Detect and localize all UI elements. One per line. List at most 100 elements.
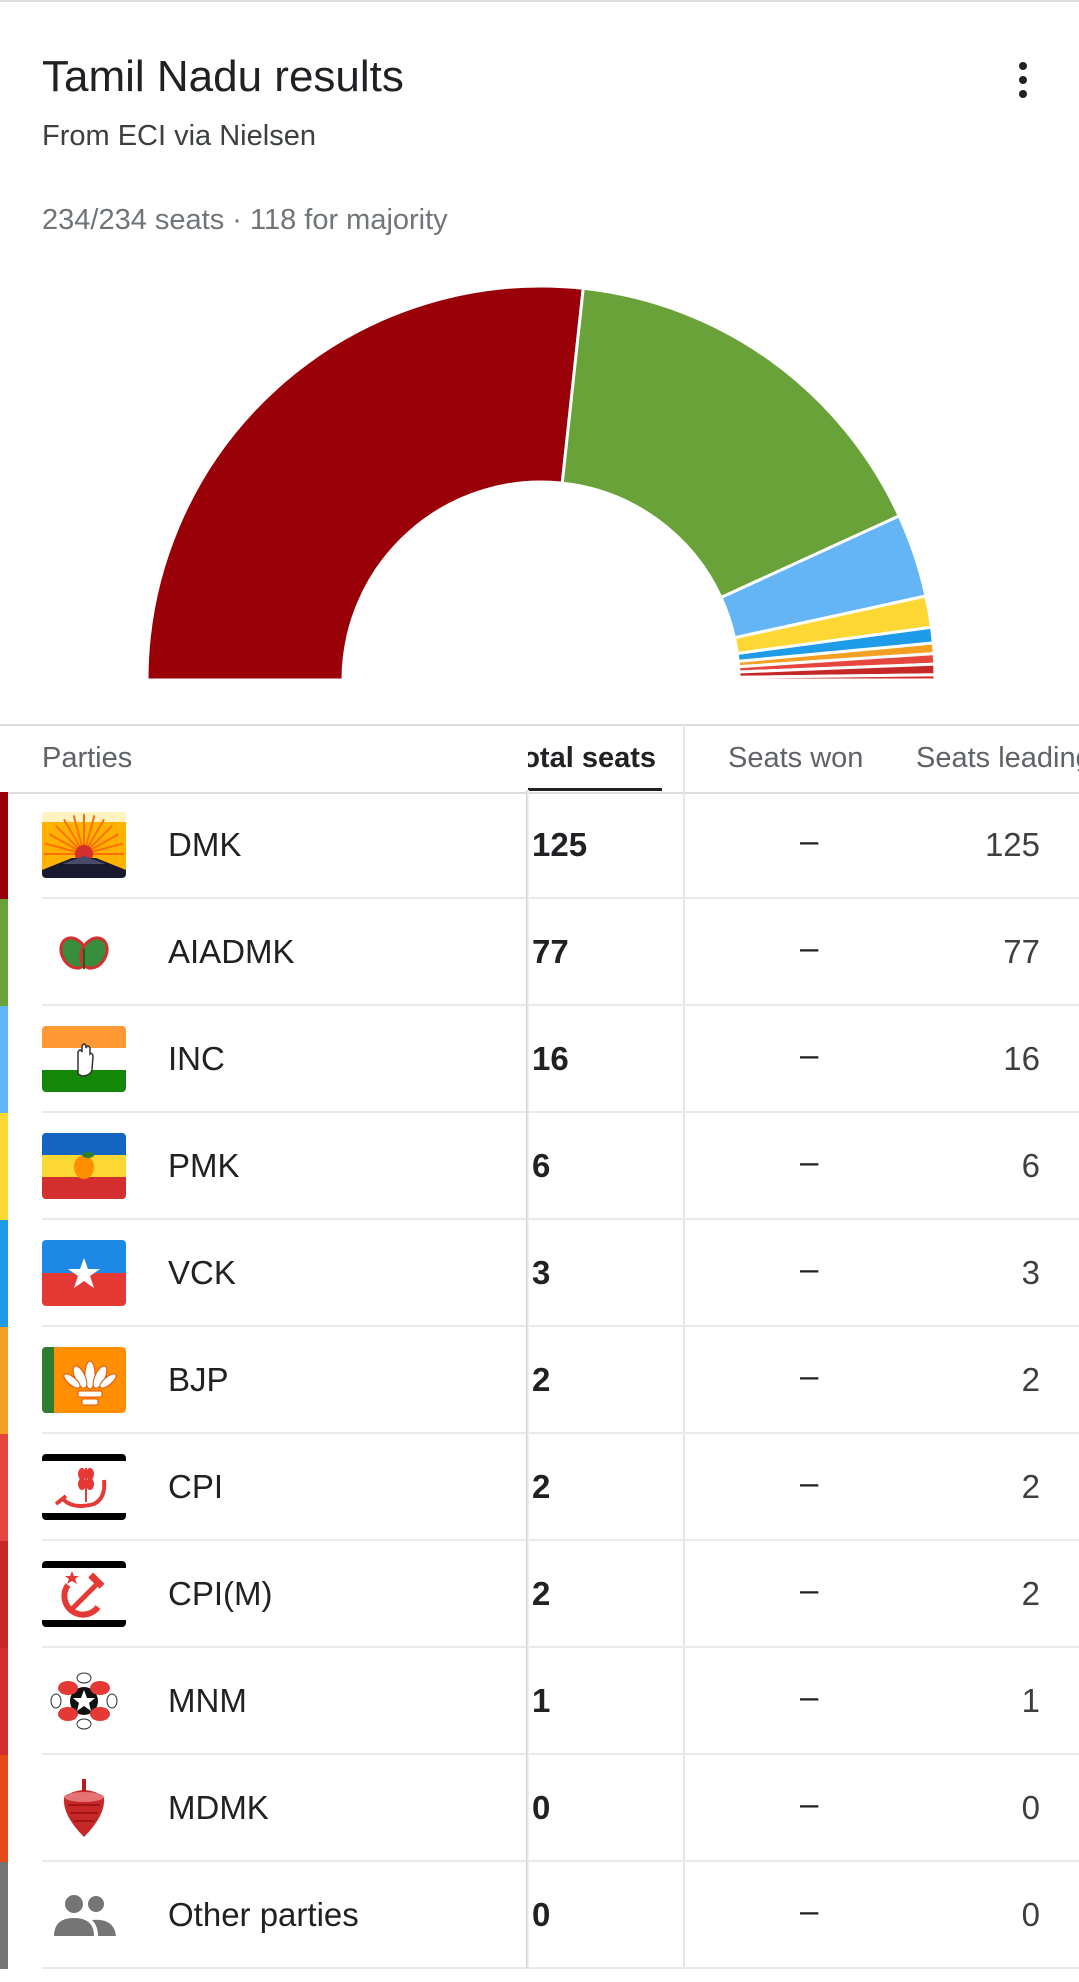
row-divider: [42, 1967, 1079, 1969]
party-name: CPI: [168, 1468, 224, 1505]
party-name: PMK: [168, 1147, 240, 1184]
seats-leading: 6: [1021, 1147, 1040, 1184]
seats-leading: 2: [1021, 1575, 1040, 1612]
row-divider: [42, 1325, 1079, 1327]
party-name: MDMK: [168, 1789, 269, 1826]
seat-segment-aiadmk[interactable]: [560, 286, 902, 600]
seats-leading: 2: [1021, 1361, 1040, 1398]
mnm-hands-star-icon: [42, 1668, 126, 1734]
seats-leading: 0: [1021, 1789, 1040, 1826]
vck-star-flag-icon: [42, 1240, 126, 1306]
total-seats: 2: [532, 1468, 551, 1505]
page-title: Tamil Nadu results: [42, 52, 404, 101]
party-color-bar: [0, 1648, 8, 1755]
table-row[interactable]: Other parties 0 – 0: [0, 1862, 1079, 1969]
people-icon: [42, 1882, 126, 1948]
party-name: AIADMK: [168, 933, 295, 970]
top-divider: [0, 0, 1079, 2]
table-row[interactable]: INC 16 – 16: [0, 1006, 1079, 1113]
seats-won: –: [800, 1036, 819, 1073]
party-color-bar: [0, 1541, 8, 1648]
row-divider: [42, 1111, 1079, 1113]
party-name: DMK: [168, 826, 242, 863]
row-divider: [42, 1646, 1079, 1648]
table-header: Parties Total seats Seats won Seats lead…: [0, 724, 1079, 794]
total-seats: 1: [532, 1682, 551, 1719]
party-color-bar: [0, 792, 8, 899]
row-divider: [42, 1432, 1079, 1434]
dmk-rising-sun-icon: [42, 812, 126, 878]
seats-summary: 234/234 seats · 118 for majority: [42, 204, 448, 236]
cpim-hammer-sickle-icon: [42, 1561, 126, 1627]
party-color-bar: [0, 1220, 8, 1327]
seats-leading: 77: [1003, 933, 1040, 970]
table-row[interactable]: PMK 6 – 6: [0, 1113, 1079, 1220]
source-subtitle: From ECI via Nielsen: [42, 120, 316, 152]
seats-won: –: [800, 1250, 819, 1287]
row-divider: [42, 1218, 1079, 1220]
col-header-total-seats[interactable]: Total seats: [528, 742, 656, 774]
seats-won: –: [800, 1571, 819, 1608]
seats-won: –: [800, 1143, 819, 1180]
party-color-bar: [0, 1327, 8, 1434]
total-seats: 2: [532, 1361, 551, 1398]
pmk-mango-flag-icon: [42, 1133, 126, 1199]
frozen-column-shadow: [526, 790, 529, 1968]
total-seats: 2: [532, 1575, 551, 1612]
party-name: INC: [168, 1040, 225, 1077]
bjp-lotus-icon: [42, 1347, 126, 1413]
total-seats: 125: [532, 826, 588, 863]
total-seats: 6: [532, 1147, 551, 1184]
table-row[interactable]: CPI(M) 2 – 2: [0, 1541, 1079, 1648]
row-divider: [42, 1753, 1079, 1755]
table-row[interactable]: MNM 1 – 1: [0, 1648, 1079, 1755]
row-divider: [42, 1004, 1079, 1006]
col-header-seats-won[interactable]: Seats won: [728, 742, 864, 774]
table-row[interactable]: MDMK 0 – 0: [0, 1755, 1079, 1862]
cpi-sickle-wheat-icon: [42, 1454, 126, 1520]
aiadmk-two-leaves-icon: [42, 919, 126, 985]
total-seats: 0: [532, 1789, 551, 1826]
seats-leading: 0: [1021, 1896, 1040, 1933]
seat-hemicycle-chart: [145, 284, 937, 682]
seats-won: –: [800, 929, 819, 966]
party-color-bar: [0, 899, 8, 1006]
col-header-seats-leading[interactable]: Seats leading: [916, 742, 1079, 774]
party-color-bar: [0, 1113, 8, 1220]
seats-won: –: [800, 1785, 819, 1822]
party-name: BJP: [168, 1361, 229, 1398]
table-row[interactable]: DMK 125 – 125: [0, 792, 1079, 899]
seats-won: –: [800, 1357, 819, 1394]
seats-won: –: [800, 822, 819, 859]
table-row[interactable]: BJP 2 – 2: [0, 1327, 1079, 1434]
table-row[interactable]: AIADMK 77 – 77: [0, 899, 1079, 1006]
mdmk-top-icon: [42, 1775, 126, 1841]
row-divider: [42, 1860, 1079, 1862]
table-row[interactable]: VCK 3 – 3: [0, 1220, 1079, 1327]
total-seats: 77: [532, 933, 569, 970]
party-color-bar: [0, 1755, 8, 1862]
more-vert-icon[interactable]: [1006, 60, 1042, 104]
party-name: CPI(M): [168, 1575, 273, 1612]
total-seats: 3: [532, 1254, 551, 1291]
party-color-bar: [0, 1862, 8, 1969]
party-name: VCK: [168, 1254, 236, 1291]
seats-won: –: [800, 1678, 819, 1715]
inc-hand-flag-icon: [42, 1026, 126, 1092]
table-row[interactable]: CPI 2 – 2: [0, 1434, 1079, 1541]
column-divider: [683, 724, 685, 1968]
col-header-parties[interactable]: Parties: [42, 742, 133, 774]
seat-segment-dmk[interactable]: [145, 284, 585, 682]
row-divider: [42, 897, 1079, 899]
party-name: MNM: [168, 1682, 247, 1719]
party-color-bar: [0, 1006, 8, 1113]
total-seats: 16: [532, 1040, 569, 1077]
total-seats: 0: [532, 1896, 551, 1933]
party-name: Other parties: [168, 1896, 359, 1933]
seats-leading: 3: [1021, 1254, 1040, 1291]
seats-won: –: [800, 1464, 819, 1501]
seats-leading: 2: [1021, 1468, 1040, 1505]
party-color-bar: [0, 1434, 8, 1541]
seat-segment-mnm[interactable]: [737, 673, 937, 682]
seats-leading: 125: [984, 826, 1040, 863]
